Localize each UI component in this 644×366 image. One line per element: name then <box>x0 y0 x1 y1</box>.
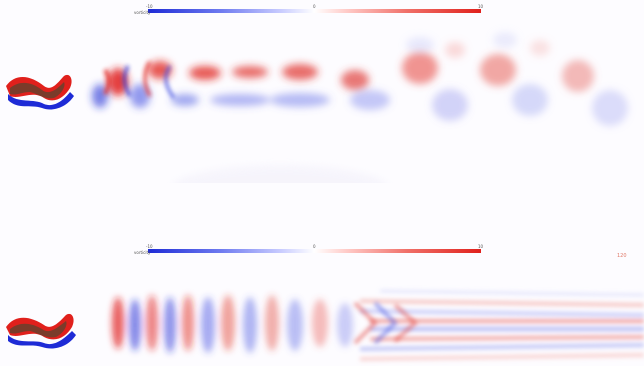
bottom-panel: vorticity -10 0 10 120 <box>0 183 644 366</box>
top-colorbar-min-label: -10 <box>146 4 153 9</box>
top-panel: vorticity -10 0 10 <box>6 4 628 183</box>
top-colorbar-mid-label: 0 <box>313 4 316 9</box>
bottom-colorbar-min-label: -10 <box>146 244 153 249</box>
top-negative-vortices <box>92 32 628 126</box>
frame-number-label: 120 <box>617 253 627 259</box>
bottom-vorticity-field <box>6 289 644 361</box>
top-swimmer-body <box>6 74 74 110</box>
top-wake-streaks <box>103 61 176 99</box>
top-vorticity-field <box>6 32 628 183</box>
top-colorbar <box>148 9 481 13</box>
top-positive-vortices <box>108 40 594 96</box>
bottom-wake-bands <box>112 295 353 353</box>
bottom-colorbar-mid-label: 0 <box>313 244 316 249</box>
bottom-colorbar <box>148 249 481 253</box>
top-colorbar-max-label: 10 <box>478 4 484 9</box>
bottom-colorbar-max-label: 10 <box>478 244 484 249</box>
bottom-swimmer-body <box>6 313 76 349</box>
top-colorbar-title: vorticity <box>134 10 151 15</box>
bottom-chevrons <box>353 301 418 345</box>
bottom-colorbar-title: vorticity <box>134 250 151 255</box>
bottom-downstream-streaks <box>359 289 644 361</box>
